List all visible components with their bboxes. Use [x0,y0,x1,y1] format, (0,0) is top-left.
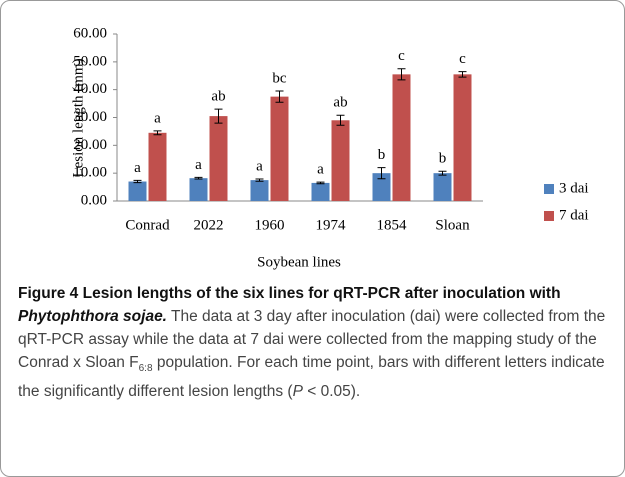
error-bar [377,167,386,180]
bar [372,173,391,201]
bar [148,132,167,201]
value-letter: a [195,157,202,173]
bar [250,180,269,201]
caption-title: Lesion lengths of the six lines for qRT-… [82,285,561,302]
error-bar [438,170,447,176]
caption-text: population. For each time point, bars wi… [18,354,605,401]
bar [270,96,289,201]
value-letter: c [459,51,466,67]
value-letter: ab [333,95,347,111]
caption-text: The data at 3 day after inoculation (dai… [18,308,606,371]
bar [331,120,350,201]
bar [433,173,452,201]
y-axis-label: Lesion length (mm) [70,58,86,177]
y-tick-label: 20.00 [73,137,107,153]
error-bar [316,181,325,185]
bar [189,178,208,201]
caption: Figure 4 Lesion lengths of the six lines… [18,282,610,403]
value-letter: a [134,160,141,176]
caption-species: Phytophthora sojae. [18,308,167,325]
legend-swatch [544,184,554,194]
x-tick-label: Sloan [435,217,470,233]
caption-subscript: 6:8 [138,363,153,375]
error-bar [458,71,467,78]
legend-swatch [544,211,554,221]
error-bar [397,68,406,81]
value-letter: b [378,147,386,163]
chart: Lesion length (mm) Soybean lines 0.00 10.… [70,25,589,270]
x-axis-label: Soybean lines [257,254,341,270]
value-letter: ab [211,89,225,105]
y-tick-label: 60.00 [73,25,107,41]
bar [209,116,228,201]
y-tick-label: 10.00 [73,165,107,181]
x-tick-label: 1974 [316,217,347,233]
error-bar [336,114,345,126]
caption-p: P [292,383,303,401]
bar [311,182,330,201]
x-tick-label: 1854 [377,217,408,233]
legend-label: 7 dai [559,207,589,223]
y-tick-label: 50.00 [73,53,107,69]
value-letter: b [439,151,447,167]
error-bar [275,90,284,103]
y-tick-label: 40.00 [73,81,107,97]
error-bar [194,176,203,180]
legend-label: 3 dai [559,180,589,196]
bar [128,181,147,201]
caption-label: Figure 4 [18,285,79,302]
value-letter: a [256,158,263,174]
x-tick-label: Conrad [125,217,170,233]
error-bar [214,108,223,124]
y-tick-label: 30.00 [73,109,107,125]
y-tick-label: 0.00 [81,192,107,208]
value-letter: bc [272,70,287,86]
value-letter: c [398,48,405,64]
error-bar [255,178,264,182]
bar [453,74,472,201]
value-letter: a [317,162,324,178]
error-bar [133,179,142,184]
error-bar [153,130,162,136]
value-letter: a [154,110,161,126]
x-tick-label: 2022 [194,217,224,233]
x-tick-label: 1960 [255,217,285,233]
bar [392,74,411,201]
caption-text: < 0.05). [302,383,361,401]
